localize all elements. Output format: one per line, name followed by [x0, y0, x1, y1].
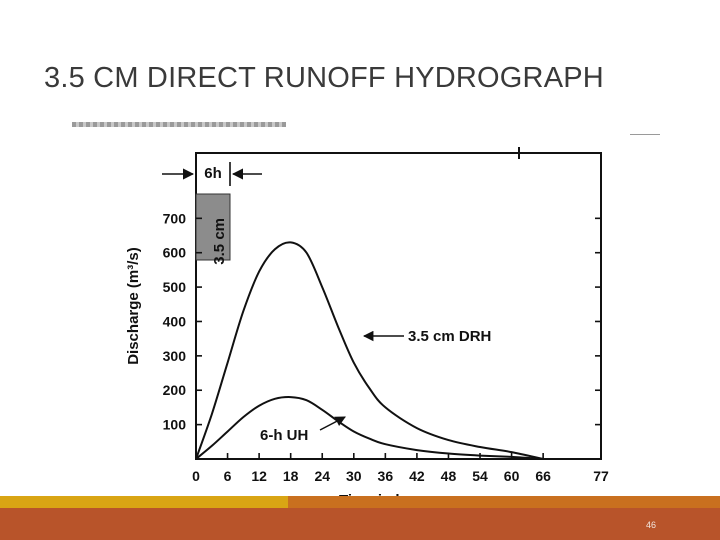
x-tick-label: 30	[346, 468, 362, 484]
footer-bar	[0, 508, 720, 540]
uh-series-line	[195, 396, 544, 460]
rainfall-depth-label: 3.5 cm	[211, 218, 228, 265]
drh-series-label: 3.5 cm DRH	[408, 328, 491, 345]
scan-rule	[630, 134, 660, 135]
page-number: 46	[645, 520, 656, 530]
x-tick-label: 12	[251, 468, 267, 484]
hydrograph-figure: 3.5 cm 6h 0 6 12 18 24 30 36 42 48 54 60 66 77 100 20…	[72, 122, 660, 509]
x-tick-label: 60	[504, 468, 520, 484]
y-tick-label: 200	[163, 382, 187, 398]
rainfall-duration-label: 6h	[204, 165, 222, 182]
y-tick-label: 600	[163, 245, 187, 261]
x-tick-label: 54	[472, 468, 488, 484]
x-tick-label: 66	[535, 468, 551, 484]
footer-accent-line	[0, 496, 720, 508]
x-tick-label: 6	[224, 468, 232, 484]
x-tick-label: 36	[378, 468, 394, 484]
y-tick-label: 700	[163, 210, 187, 226]
slide-title: 3.5 CM DIRECT RUNOFF HYDROGRAPH	[44, 62, 604, 94]
x-tick-label: 18	[283, 468, 299, 484]
series-group	[195, 241, 544, 460]
y-tick-label: 500	[163, 279, 187, 295]
drh-series-line	[195, 241, 544, 460]
rainfall-block	[195, 193, 231, 261]
y-axis: 100 200 300 400 500 600 700	[163, 210, 601, 433]
uh-label-arrow	[319, 416, 346, 431]
y-axis-label: Discharge (m³/s)	[125, 247, 142, 365]
uh-series-label: 6-h UH	[260, 427, 308, 444]
scan-artifact	[72, 122, 286, 127]
y-tick-label: 100	[163, 417, 187, 433]
plot-frame	[195, 152, 602, 460]
y-tick-label: 300	[163, 348, 187, 364]
y-tick-label: 400	[163, 313, 187, 329]
x-axis: 0 6 12 18 24 30 36 42 48 54 60 66 77	[192, 453, 609, 484]
x-tick-label: 0	[192, 468, 200, 484]
x-tick-label: 24	[314, 468, 330, 484]
hydrograph-chart: 3.5 cm 6h 0 6 12 18 24 30 36 42 48 54 60 66 77 100 20…	[125, 147, 609, 509]
x-tick-label: 42	[409, 468, 425, 484]
x-tick-label: 77	[593, 468, 609, 484]
x-tick-label: 48	[441, 468, 457, 484]
